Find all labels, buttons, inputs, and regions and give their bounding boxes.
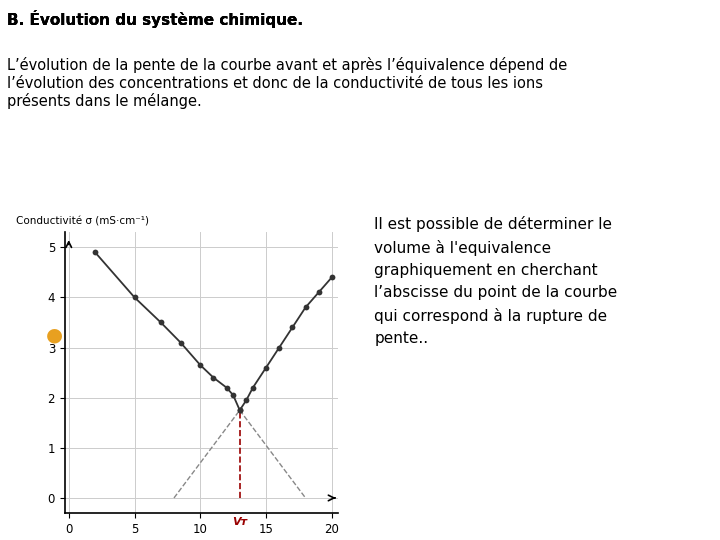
Point [175, 338, 186, 347]
Point [129, 293, 140, 302]
Text: Il est possible de déterminer le
volume à l'equivalence
graphiquement en chercha: Il est possible de déterminer le volume … [374, 216, 618, 346]
Point [300, 303, 311, 312]
Point [194, 361, 206, 369]
Point [207, 373, 219, 382]
Text: B. Évolution du système chimique.: B. Évolution du système chimique. [7, 10, 303, 28]
Text: Conductivité σ (mS·cm⁻¹): Conductivité σ (mS·cm⁻¹) [16, 217, 148, 227]
Point [221, 383, 233, 392]
Point [247, 383, 258, 392]
Point [234, 406, 246, 415]
Text: B. Évolution du système chimique.: B. Évolution du système chimique. [7, 10, 303, 28]
Point [313, 288, 325, 296]
Point [287, 323, 298, 332]
Text: L’évolution de la pente de la courbe avant et après l’équivalence dépend de
l’év: L’évolution de la pente de la courbe ava… [7, 57, 567, 110]
Point [234, 406, 246, 415]
Point [89, 248, 101, 256]
Point [155, 318, 166, 327]
Text: B. Évolution du système chimique.: B. Évolution du système chimique. [7, 10, 303, 28]
Point [261, 363, 272, 372]
Text: ●: ● [45, 325, 63, 345]
Point [326, 273, 338, 282]
Point [228, 391, 239, 400]
Text: Vᴛ: Vᴛ [232, 517, 247, 527]
Point [274, 343, 285, 352]
Point [240, 396, 252, 404]
